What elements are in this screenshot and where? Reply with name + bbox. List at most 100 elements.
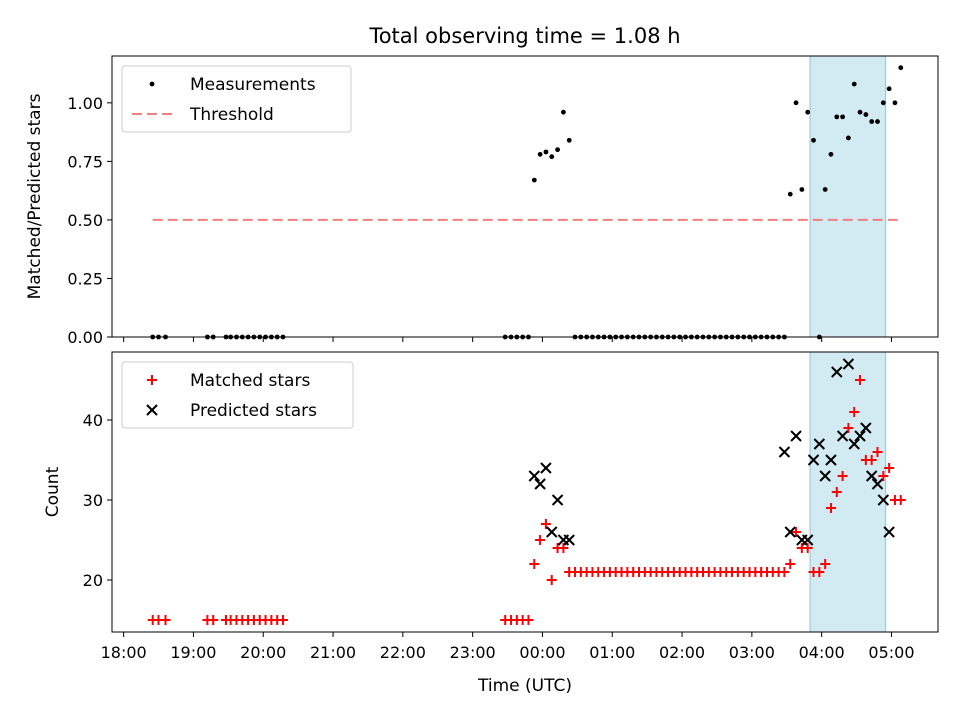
data-point [836,430,849,442]
data-point [531,177,537,183]
data-point [872,447,883,457]
legend-label: Predicted stars [190,401,317,421]
series-predicted-stars [528,358,895,546]
series-matched-stars [147,375,906,625]
data-point [884,463,895,473]
data-point [825,503,836,513]
x-tick-label: 18:00 [101,643,147,662]
series-measurements [150,65,904,340]
data-point-b [546,526,558,538]
data-point [787,191,793,197]
data-point [895,495,906,505]
y-tick-label: 1.00 [67,94,103,113]
data-point [563,534,575,546]
axes-frame [111,351,939,633]
x-tick-label: 23:00 [450,643,496,662]
data-point [784,526,796,538]
data-point [807,454,820,466]
data-point-b [778,446,791,458]
data-point [278,615,289,625]
data-point-b [836,430,849,442]
axes-frame [111,55,939,338]
x-tick-label: 00:00 [519,643,565,662]
data-point-b [842,358,855,370]
data-point [523,615,534,625]
data-point [898,65,904,71]
data-point [860,422,872,434]
data-point [555,147,560,153]
highlight-span [810,352,886,632]
data-point-b [801,534,814,546]
legend-swatch-b [146,404,158,416]
data-point-b [883,526,895,538]
legend-swatch [146,404,158,416]
data-point [560,109,566,115]
legend-swatch [149,81,155,87]
data-point [549,154,555,160]
data-point [822,187,828,192]
x-tick-label: 03:00 [729,643,775,662]
data-point [540,519,551,529]
legend: Measurements Threshold [121,65,352,133]
data-point [537,151,543,157]
x-tick-label: 21:00 [310,643,356,662]
legend-box [121,65,352,133]
data-point [778,446,791,458]
data-point [805,109,811,115]
data-point [543,149,549,155]
y-axis-label: Matched/Predicted stars [25,93,45,299]
data-point [857,109,863,115]
data-point [813,438,826,450]
data-point [831,487,842,497]
y-tick-label: 40 [83,411,103,430]
data-point [846,135,851,141]
data-point [865,470,878,482]
data-point [820,559,831,569]
data-point [869,119,875,124]
legend: Matched stars Predicted stars [121,361,354,429]
data-point [828,151,834,157]
y-tick-label: 0.25 [67,269,103,288]
data-point [878,471,889,481]
x-tick-label: 02:00 [659,643,705,662]
data-point [814,567,825,577]
data-point-b [528,470,541,482]
data-point-b [534,478,546,490]
data-point [534,478,546,490]
x-tick-label: 20:00 [240,643,286,662]
data-point [883,526,895,538]
y-tick-label: 0.00 [67,328,103,347]
data-point [551,494,564,506]
y-tick-label: 0.50 [67,211,103,230]
x-tick-label: 19:00 [170,643,216,662]
data-point [801,534,814,546]
data-point [863,112,869,117]
chart-title: Total observing time = 1.08 h [368,24,680,48]
data-point [546,526,558,538]
data-point [529,559,540,569]
data-point-b [807,454,820,466]
data-point [785,559,796,569]
data-point-b [848,438,860,450]
data-point [840,114,846,120]
data-point [779,567,790,577]
data-point [880,100,886,106]
data-point [799,187,805,192]
data-point [566,137,572,143]
data-point [208,615,219,625]
data-point [842,358,855,370]
data-point [793,100,799,106]
data-point [855,375,866,385]
data-point [825,454,837,466]
highlight-span [810,56,886,337]
y-tick-label: 30 [83,491,103,510]
data-point [790,430,802,442]
data-point-b [563,534,575,546]
x-tick-label: 04:00 [799,643,845,662]
data-point [791,527,802,537]
data-point [886,86,892,92]
legend-label: Measurements [190,75,316,95]
data-point-b [860,422,872,434]
data-point-b [790,430,802,442]
